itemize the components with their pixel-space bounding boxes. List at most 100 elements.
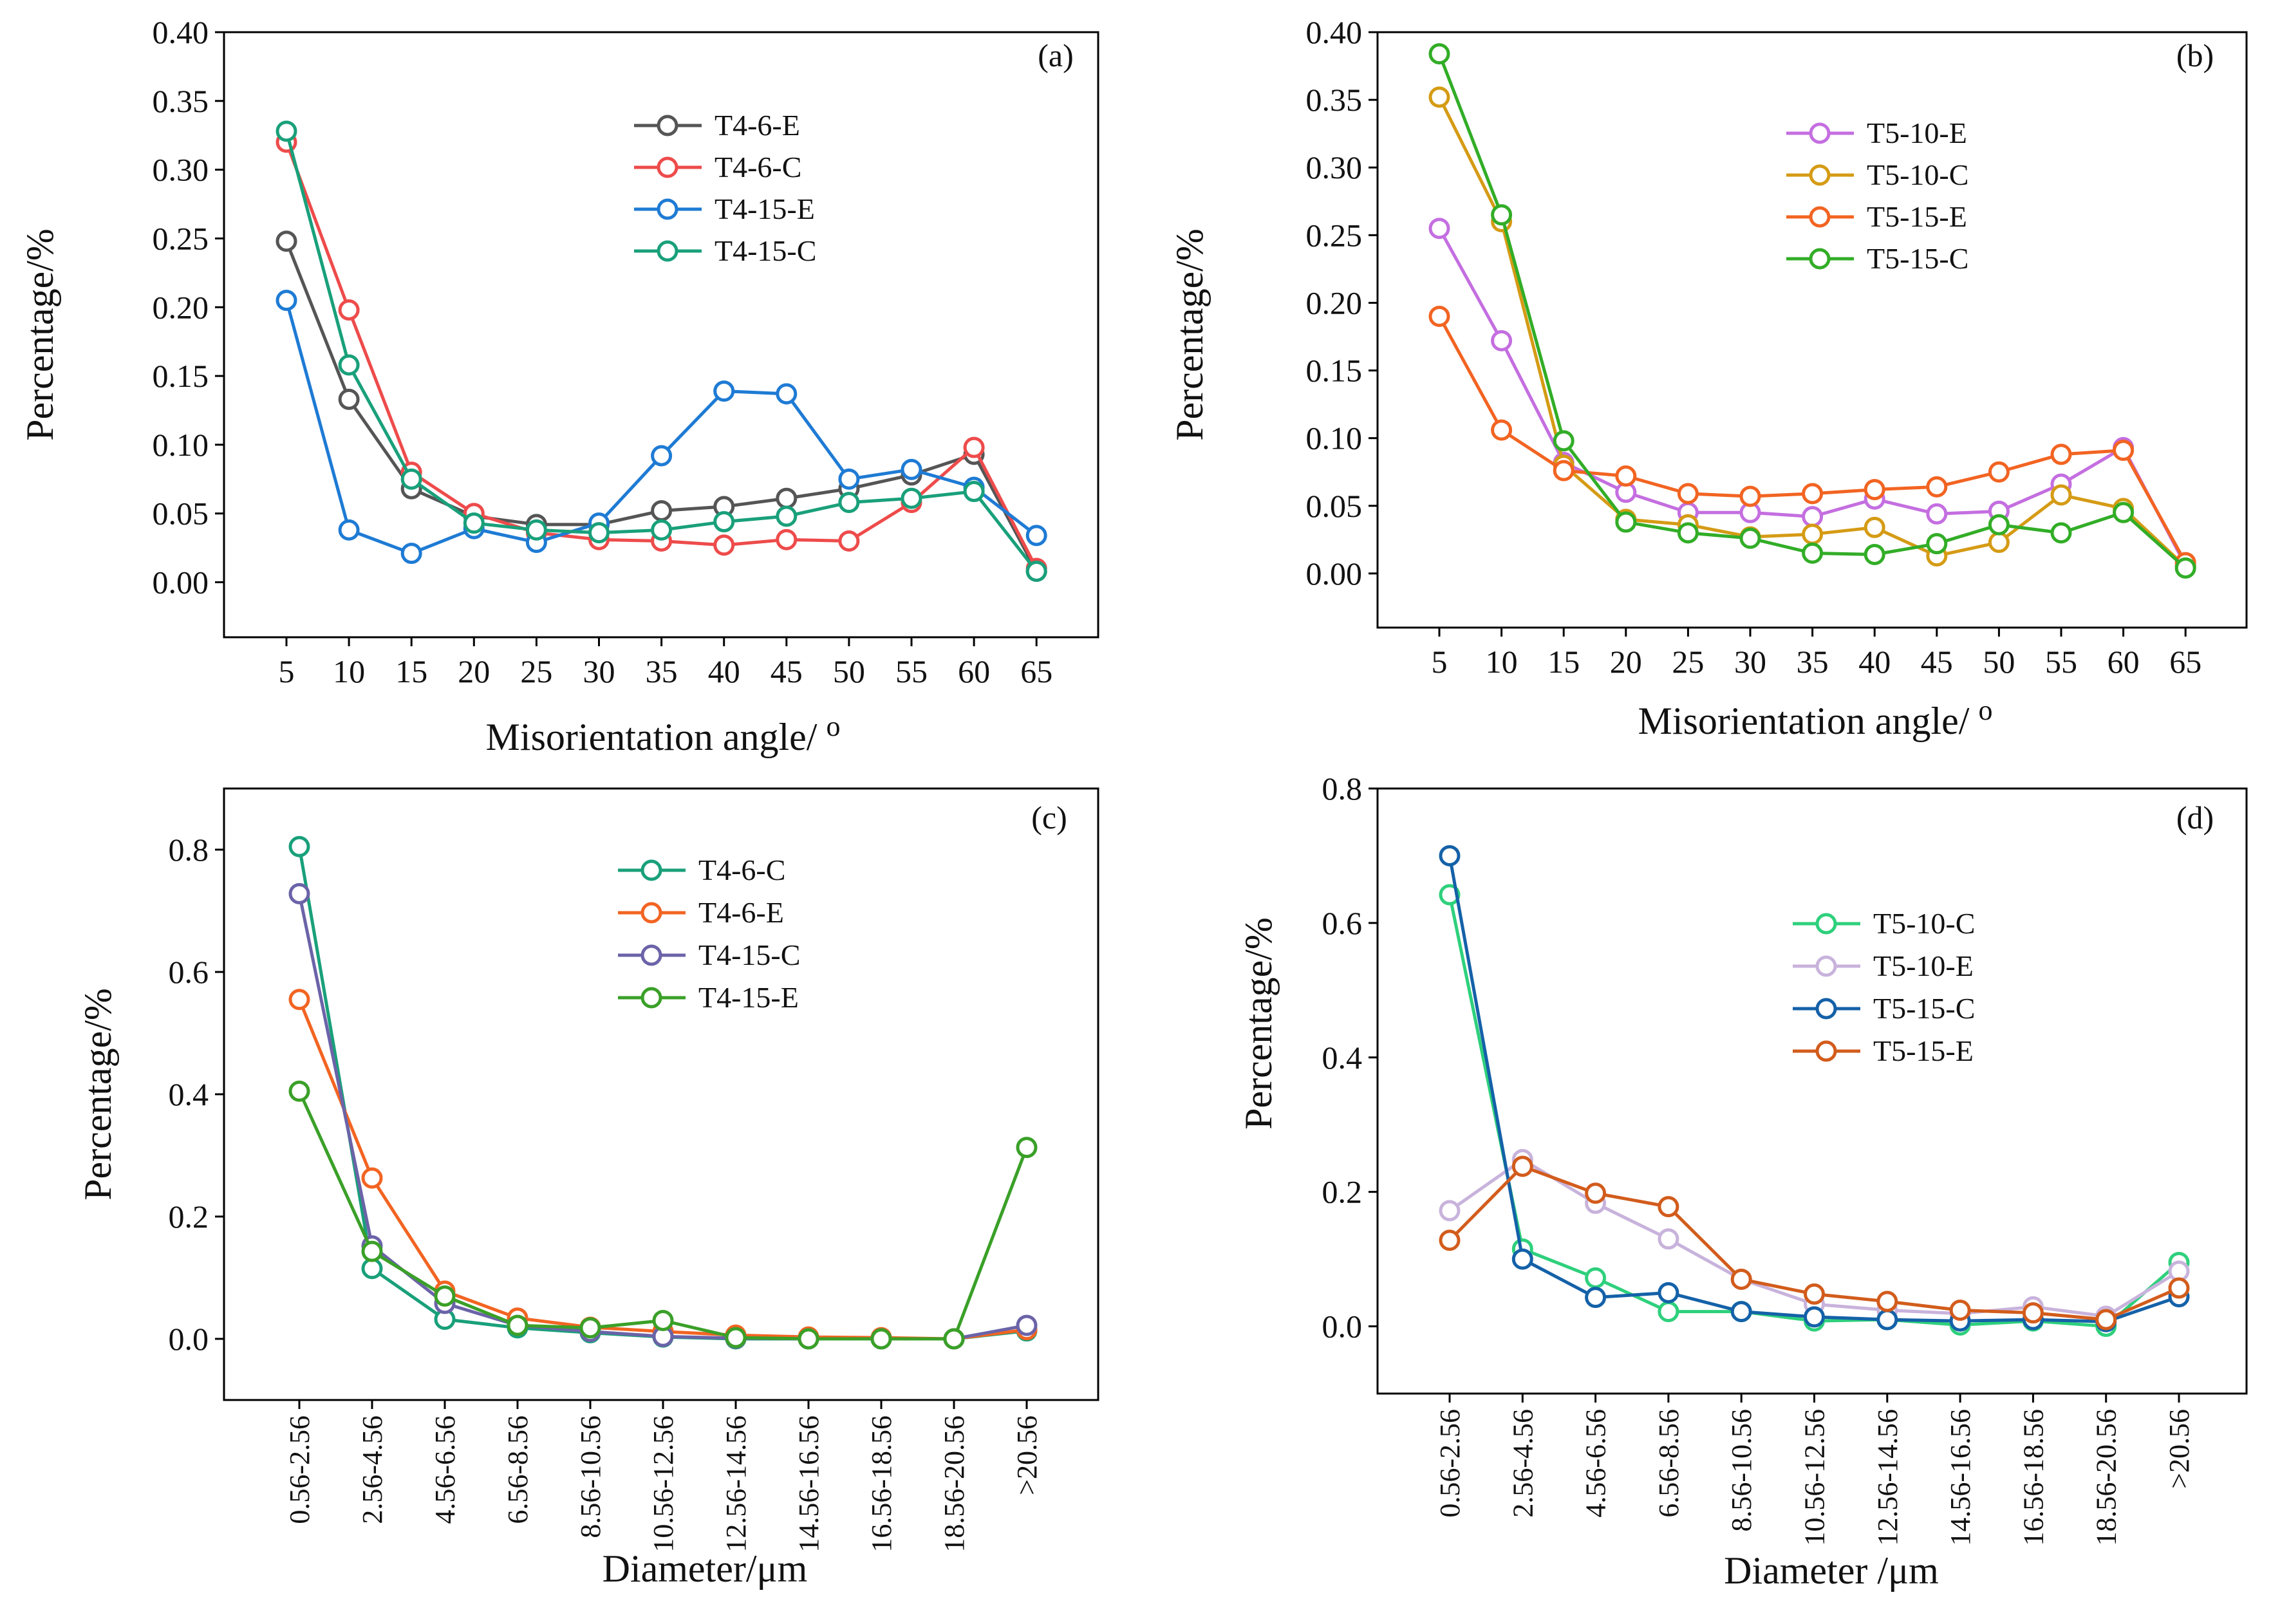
x-tick-label: 2.56-4.56: [357, 1415, 388, 1524]
legend-marker: [657, 240, 678, 262]
y-tick-label: 0.30: [153, 152, 209, 188]
x-tick-label: 4.56-6.56: [429, 1415, 461, 1524]
data-point: [525, 519, 547, 541]
legend-label: T5-10-E: [1867, 117, 1967, 149]
data-point: [2174, 557, 2196, 579]
data-point: [1511, 1248, 1533, 1270]
data-point: [2050, 522, 2072, 544]
legend-item: T4-15-E: [618, 981, 799, 1014]
data-point: [1491, 419, 1513, 441]
x-axis-title: Diameter/μm: [603, 1547, 808, 1590]
legend-item: T4-6-E: [618, 896, 784, 929]
data-point: [713, 511, 735, 533]
legend-item: T5-15-E: [1786, 200, 1967, 233]
x-tick-label: 10.56-12.56: [1799, 1409, 1831, 1546]
data-point: [1988, 514, 2010, 536]
data-point: [361, 1258, 383, 1280]
legend: T5-10-E T5-10-C T5-15-E T5-15-C: [1786, 117, 1968, 275]
legend-marker: [1815, 955, 1837, 977]
x-axis-title-sup: o: [826, 711, 840, 742]
data-point: [288, 989, 310, 1011]
series-line: [297, 1090, 1029, 1341]
chart-panel-d: 0.0 0.2 0.4 0.6 0.8 0.56-2.56 2.56-4.56 4.56-6.…: [1237, 770, 2248, 1592]
data-point: [1585, 1287, 1607, 1309]
x-tick-label: 55: [2045, 644, 2077, 680]
legend-item: T5-10-E: [1786, 117, 1967, 149]
data-point: [1553, 430, 1575, 452]
data-point: [288, 835, 310, 857]
x-tick-label: 15: [1547, 644, 1580, 680]
data-point: [434, 1285, 456, 1307]
x-axis-title: Misorientation angle/o: [486, 711, 841, 758]
panel-label: (c): [1031, 799, 1067, 835]
data-point: [276, 230, 297, 252]
data-point: [2113, 501, 2135, 523]
data-point: [838, 492, 860, 514]
data-point: [652, 1310, 674, 1331]
chart-panel-a: 0.00 0.05 0.10 0.15 0.20 0.25 0.30 0.35 0.40 5 10 1…: [19, 14, 1099, 758]
x-axis-title-text: Diameter /μm: [1724, 1549, 1939, 1592]
x-axis-title-text: Misorientation angle/: [486, 716, 818, 758]
data-point: [1802, 483, 1824, 505]
legend-marker: [657, 198, 678, 220]
legend-label: T5-15-E: [1873, 1034, 1974, 1067]
series-line: [1448, 855, 2180, 1323]
data-point: [288, 1080, 310, 1102]
x-tick-label: 30: [583, 653, 615, 689]
data-point: [1864, 479, 1885, 501]
y-tick-label: 0.4: [169, 1076, 209, 1112]
data-point: [798, 1328, 819, 1350]
legend-item: T4-15-E: [634, 192, 815, 225]
legend-marker: [1809, 248, 1831, 270]
data-point: [963, 481, 985, 503]
y-tick-label: 0.2: [169, 1199, 209, 1235]
legend-item: T5-10-C: [1786, 158, 1968, 191]
legend-item: T4-15-C: [618, 938, 800, 971]
x-tick-label: 65: [1020, 653, 1052, 689]
y-tick-label: 0.20: [153, 289, 209, 325]
x-tick-label: 35: [646, 653, 678, 689]
y-axis-title: Percentage/%: [77, 988, 119, 1200]
legend-marker: [640, 987, 662, 1009]
data-point: [1491, 330, 1513, 351]
legend-marker: [1815, 1040, 1837, 1062]
data-point: [901, 487, 922, 509]
plot-frame: [1376, 787, 2248, 1395]
data-point: [713, 380, 735, 402]
data-point: [579, 1317, 601, 1339]
data-point: [2168, 1277, 2190, 1299]
data-point: [1864, 516, 1885, 538]
data-point: [338, 299, 360, 321]
data-point: [1876, 1291, 1898, 1312]
legend-label: T5-15-E: [1867, 200, 1967, 233]
data-point: [943, 1328, 965, 1350]
x-tick-label: 45: [1921, 644, 1953, 680]
legend-item: T5-15-C: [1793, 992, 1975, 1025]
data-point: [838, 468, 860, 490]
data-point: [1428, 218, 1450, 239]
legend-item: T4-6-E: [634, 109, 800, 142]
x-tick-label: 4.56-6.56: [1580, 1409, 1612, 1518]
data-point: [1949, 1299, 1971, 1321]
data-point: [1804, 1306, 1825, 1328]
legend-label: T5-10-C: [1867, 158, 1968, 191]
x-tick-label: >20.56: [2164, 1409, 2195, 1489]
x-tick-label: 25: [520, 653, 552, 689]
x-tick-label: 25: [1672, 644, 1704, 680]
data-point: [276, 290, 297, 312]
data-point: [288, 882, 310, 904]
data-point: [651, 445, 673, 467]
x-tick-label: 16.56-18.56: [866, 1415, 897, 1553]
data-point: [1025, 525, 1047, 546]
y-tick-label: 0.40: [1306, 14, 1363, 50]
data-point: [2113, 440, 2135, 462]
x-tick-label: 40: [708, 653, 740, 689]
data-point: [1926, 533, 1948, 555]
x-tick-label: 0.56-2.56: [1434, 1409, 1466, 1518]
panel-label: (d): [2176, 799, 2214, 835]
x-tick-label: 50: [833, 653, 865, 689]
data-point: [1615, 465, 1637, 487]
data-point: [1677, 483, 1699, 505]
y-tick-label: 0.2: [1322, 1174, 1363, 1210]
